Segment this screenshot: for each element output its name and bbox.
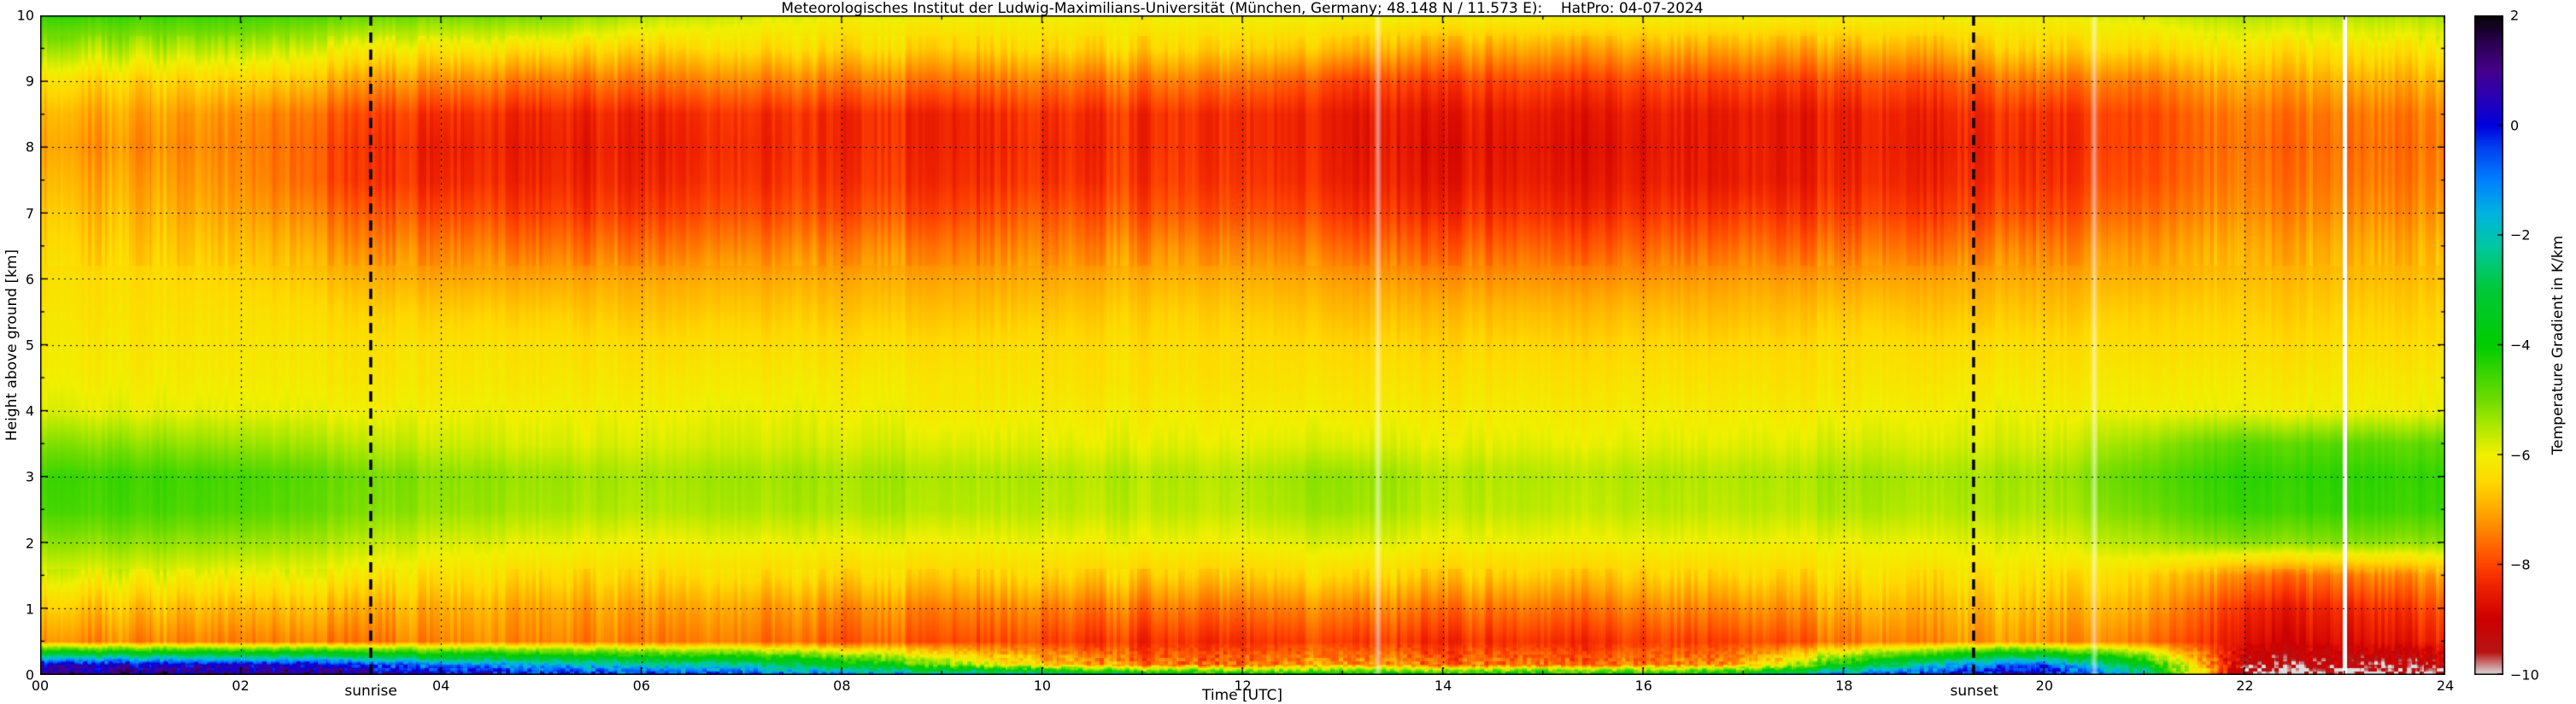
colorbar-tick-label: 2 bbox=[2510, 7, 2520, 24]
y-tick-label: 5 bbox=[25, 337, 34, 354]
x-tick-label: 00 bbox=[31, 678, 50, 694]
x-tick-label: 20 bbox=[2035, 678, 2054, 694]
colorbar-tick-label: −10 bbox=[2510, 666, 2539, 683]
x-tick-label: 14 bbox=[1434, 678, 1452, 694]
colorbar bbox=[2474, 15, 2503, 675]
x-tick-label: 12 bbox=[1234, 678, 1252, 694]
colorbar-tick-label: −2 bbox=[2510, 226, 2531, 243]
y-tick-label: 4 bbox=[25, 402, 34, 419]
colorbar-tick-label: 0 bbox=[2510, 117, 2520, 134]
x-tick-label: 08 bbox=[833, 678, 851, 694]
y-axis-label: Height above ground [km] bbox=[3, 249, 21, 442]
y-tick-label: 3 bbox=[25, 468, 34, 485]
heatmap-canvas bbox=[40, 15, 2445, 675]
y-tick-label: 7 bbox=[25, 205, 34, 222]
x-tick-label: 16 bbox=[1634, 678, 1652, 694]
colorbar-tick-label: −6 bbox=[2510, 447, 2531, 464]
y-tick-label: 10 bbox=[16, 7, 34, 24]
y-tick-label: 9 bbox=[25, 73, 34, 90]
x-tick-label: 02 bbox=[232, 678, 249, 694]
x-tick-label: 04 bbox=[431, 678, 450, 694]
x-tick-label: 22 bbox=[2236, 678, 2254, 694]
y-tick-label: 6 bbox=[25, 271, 34, 288]
colorbar-tick-label: −4 bbox=[2510, 337, 2531, 354]
y-tick-label: 1 bbox=[25, 601, 34, 618]
x-tick-label: 24 bbox=[2436, 678, 2455, 694]
x-tick-label: 18 bbox=[1835, 678, 1853, 694]
y-tick-label: 2 bbox=[25, 535, 34, 552]
x-tick-label: 10 bbox=[1033, 678, 1052, 694]
colorbar-tick-label: −8 bbox=[2510, 556, 2531, 573]
sunrise-label: sunrise bbox=[344, 683, 397, 700]
colorbar-label: Temperature Gradient in K/km bbox=[2550, 235, 2567, 455]
x-tick-label: 06 bbox=[632, 678, 650, 694]
sunset-label: sunset bbox=[1950, 683, 1998, 700]
x-axis-label: Time [UTC] bbox=[1202, 687, 1282, 704]
chart-title: Meteorologisches Institut der Ludwig-Max… bbox=[781, 0, 1704, 17]
y-tick-label: 8 bbox=[25, 138, 34, 155]
y-tick-label: 0 bbox=[25, 666, 34, 683]
